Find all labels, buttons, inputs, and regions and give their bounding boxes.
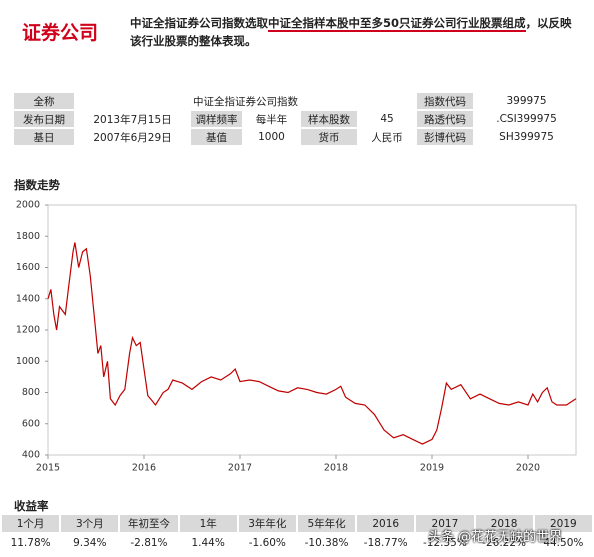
desc-text: ，以反映 [525,16,572,30]
returns-value: 11.78% [10,536,51,549]
x-tick-label: 2017 [228,463,252,474]
info-label: 彭博代码 [417,129,473,145]
index-line [47,242,577,445]
returns-header: 1个月 [2,515,60,532]
x-tick-label: 2018 [324,463,348,474]
info-label: 基值 [191,129,242,145]
returns-value: -10.38% [304,536,349,549]
description: 中证全指证券公司指数选取中证全指样本股中至多50只证券公司行业股票组成，以反映该… [130,14,590,50]
page-title: 证券公司 [22,22,99,44]
returns-header: 3年年化 [238,515,296,532]
returns-header: 1年 [179,515,237,532]
plot-frame [47,204,577,456]
info-label: 路透代码 [417,111,473,127]
returns-value: -26.22% [482,536,526,549]
info-label: 基日 [14,129,74,145]
returns-row: 11.78% 9.34% -2.81% 1.44% -1.60% -10.38% -18.7… [2,534,592,551]
desc-text: 该行业股票的整体表现。 [130,34,257,48]
chart-title: 指数走势 [14,178,60,192]
returns-header: 5年年化 [297,515,356,532]
y-tick-label: 2000 [16,200,40,211]
desc-highlight: 中证全指样本股中至多50只证券公司行业股票组成 [268,16,526,32]
returns-value: -2.81% [130,536,168,549]
info-value: SH399975 [499,131,554,143]
returns-header: 2016 [357,515,415,532]
returns-row: 1个月 3个月 年初至今 1年 3年年化 5年年化 2016 2017 2018 2019 [2,515,592,532]
info-label: 样本股数 [301,111,357,127]
y-tick-label: 1200 [16,325,40,336]
info-row: 基日 2007年6月29日 基值 1000 货币 人民币 彭博代码 SH399975 [14,129,578,145]
info-value: 中证全指证券公司指数 [193,95,298,108]
info-value: .CSI399975 [496,113,557,125]
info-value: 45 [380,113,394,125]
x-tick-label: 2015 [36,463,60,474]
chart: 400 600 800 1000 1200 1400 1600 1800 2000 2015 201… [16,200,577,474]
info-table: 全称 中证全指证券公司指数 指数代码 399975 发布日期 2013年7月15日 调样频率… [12,91,580,147]
returns-value: 9.34% [73,536,107,549]
returns-value: -1.60% [248,536,286,549]
y-tick-label: 1400 [16,293,40,304]
info-row: 发布日期 2013年7月15日 调样频率 每半年 样本股数 45 路透代码 .CSI39997… [14,111,578,127]
info-value: 399975 [506,95,547,107]
y-tick-label: 400 [22,450,40,461]
returns-value: 44.50% [543,536,584,549]
info-label: 货币 [301,129,357,145]
info-value: 1000 [258,131,285,143]
desc-text: 中证全指证券公司指数选取 [130,16,268,30]
y-tick-label: 600 [22,418,40,429]
info-value: 2013年7月15日 [93,113,172,126]
y-tick-label: 800 [22,387,40,398]
info-value: 2007年6月29日 [93,131,172,144]
returns-value: 1.44% [191,536,225,549]
returns-header: 3个月 [61,515,119,532]
info-label: 调样频率 [191,111,242,127]
x-tick-label: 2019 [420,463,444,474]
info-value: 每半年 [255,113,288,126]
info-value: 人民币 [371,131,403,144]
y-tick-label: 1000 [16,356,40,367]
info-row: 全称 中证全指证券公司指数 指数代码 399975 [14,93,578,109]
x-tick-label: 2016 [132,463,156,474]
info-label: 全称 [14,93,74,109]
returns-header: 年初至今 [120,515,178,532]
returns-table: 1个月 3个月 年初至今 1年 3年年化 5年年化 2016 2017 2018 2019 11.7… [0,513,594,553]
returns-value: -18.77% [363,536,408,549]
watermark: 头条 @花花无缺的世界 [428,530,563,545]
returns-header: 2019 [534,515,592,532]
returns-value: -12.35% [422,536,467,549]
y-tick-label: 1800 [16,231,40,242]
returns-header: 2018 [475,515,533,532]
info-label: 发布日期 [14,111,74,127]
y-tick-label: 1600 [16,262,40,273]
returns-header: 2017 [416,515,474,532]
info-label: 指数代码 [417,93,473,109]
returns-title: 收益率 [14,499,49,513]
x-tick-label: 2020 [516,463,540,474]
